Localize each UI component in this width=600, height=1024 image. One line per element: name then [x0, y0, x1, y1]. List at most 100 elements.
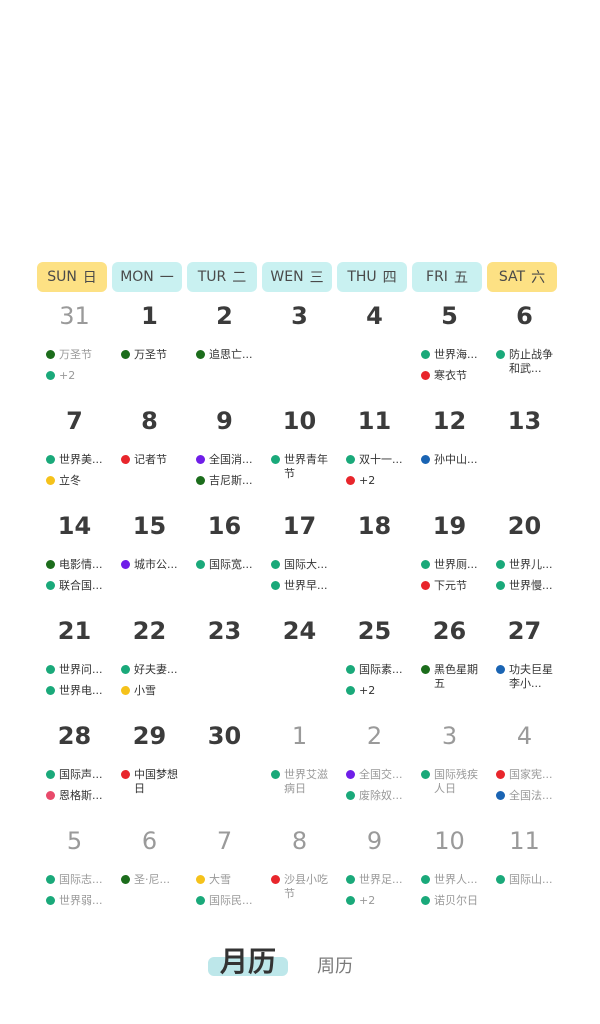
event-item[interactable]: 城市公...	[121, 558, 187, 572]
event-dot-icon	[196, 560, 205, 569]
event-item[interactable]: 立冬	[46, 474, 112, 488]
event-item[interactable]: 记者节	[121, 453, 187, 467]
event-item[interactable]: 国际大...	[271, 558, 337, 572]
event-item[interactable]: 大雪	[196, 873, 262, 887]
day-cell[interactable]: 31 万圣节 +2	[37, 298, 112, 403]
event-item[interactable]: 世界厕...	[421, 558, 487, 572]
event-item[interactable]: 双十一...	[346, 453, 412, 467]
day-cell[interactable]: 30	[187, 718, 262, 823]
event-item[interactable]: 恩格斯...	[46, 789, 112, 803]
tab-week[interactable]: 周历	[317, 956, 353, 977]
day-cell[interactable]: 4 国家宪... 全国法...	[487, 718, 562, 823]
day-cell[interactable]: 19 世界厕... 下元节	[412, 508, 487, 613]
event-item[interactable]: 国际声...	[46, 768, 112, 782]
day-cell[interactable]: 9 世界足... +2	[337, 823, 412, 928]
event-item[interactable]: 下元节	[421, 579, 487, 593]
event-item[interactable]: 全国法...	[496, 789, 562, 803]
day-cell[interactable]: 26 黑色星期五	[412, 613, 487, 718]
event-item[interactable]: +2	[346, 474, 412, 488]
day-cell[interactable]: 11 国际山...	[487, 823, 562, 928]
event-item[interactable]: 好夫妻...	[121, 663, 187, 677]
day-cell[interactable]: 15 城市公...	[112, 508, 187, 613]
day-cell[interactable]: 5 国际志... 世界弱...	[37, 823, 112, 928]
event-item[interactable]: +2	[346, 684, 412, 698]
day-cell[interactable]: 6 防止战争和武...	[487, 298, 562, 403]
day-cell[interactable]: 13	[487, 403, 562, 508]
event-item[interactable]: 中国梦想日	[121, 768, 187, 796]
event-item[interactable]: 全国交...	[346, 768, 412, 782]
day-cell[interactable]: 17 国际大... 世界早...	[262, 508, 337, 613]
day-cell[interactable]: 5 世界海... 寒衣节	[412, 298, 487, 403]
event-item[interactable]: 电影情...	[46, 558, 112, 572]
event-item[interactable]: 国际志...	[46, 873, 112, 887]
event-item[interactable]: 国家宪...	[496, 768, 562, 782]
day-cell[interactable]: 28 国际声... 恩格斯...	[37, 718, 112, 823]
event-item[interactable]: 孙中山...	[421, 453, 487, 467]
event-item[interactable]: 世界慢...	[496, 579, 562, 593]
day-cell[interactable]: 10 世界人... 诺贝尔日	[412, 823, 487, 928]
event-item[interactable]: 国际宽...	[196, 558, 262, 572]
day-cell[interactable]: 7 世界美... 立冬	[37, 403, 112, 508]
event-item[interactable]: 万圣节	[46, 348, 112, 362]
event-item[interactable]: 世界电...	[46, 684, 112, 698]
event-item[interactable]: 世界美...	[46, 453, 112, 467]
event-item[interactable]: 世界青年节	[271, 453, 337, 481]
day-cell[interactable]: 21 世界问... 世界电...	[37, 613, 112, 718]
event-item[interactable]: 诺贝尔日	[421, 894, 487, 908]
day-cell[interactable]: 14 电影情... 联合国...	[37, 508, 112, 613]
day-cell[interactable]: 22 好夫妻... 小雪	[112, 613, 187, 718]
event-dot-icon	[46, 560, 55, 569]
day-cell[interactable]: 9 全国消... 吉尼斯...	[187, 403, 262, 508]
event-item[interactable]: 吉尼斯...	[196, 474, 262, 488]
event-item[interactable]: 世界问...	[46, 663, 112, 677]
event-item[interactable]: 追思亡...	[196, 348, 262, 362]
event-item[interactable]: 世界海...	[421, 348, 487, 362]
event-item[interactable]: 联合国...	[46, 579, 112, 593]
event-item[interactable]: 全国消...	[196, 453, 262, 467]
day-cell[interactable]: 2 追思亡...	[187, 298, 262, 403]
day-cell[interactable]: 8 记者节	[112, 403, 187, 508]
event-item[interactable]: 寒衣节	[421, 369, 487, 383]
event-item[interactable]: 世界弱...	[46, 894, 112, 908]
day-cell[interactable]: 4	[337, 298, 412, 403]
day-cell[interactable]: 27 功夫巨星李小...	[487, 613, 562, 718]
day-cell[interactable]: 12 孙中山...	[412, 403, 487, 508]
event-item[interactable]: 世界早...	[271, 579, 337, 593]
day-cell[interactable]: 18	[337, 508, 412, 613]
day-cell[interactable]: 1 世界艾滋病日	[262, 718, 337, 823]
event-item[interactable]: 小雪	[121, 684, 187, 698]
day-cell[interactable]: 10 世界青年节	[262, 403, 337, 508]
event-item[interactable]: 功夫巨星李小...	[496, 663, 562, 691]
day-cell[interactable]: 1 万圣节	[112, 298, 187, 403]
event-item[interactable]: 世界艾滋病日	[271, 768, 337, 796]
day-cell[interactable]: 3 国际残疾人日	[412, 718, 487, 823]
event-item[interactable]: 沙县小吃节	[271, 873, 337, 901]
day-cell[interactable]: 11 双十一... +2	[337, 403, 412, 508]
event-item[interactable]: 国际民...	[196, 894, 262, 908]
event-item[interactable]: +2	[46, 369, 112, 383]
day-cell[interactable]: 6 圣·尼...	[112, 823, 187, 928]
day-cell[interactable]: 7 大雪 国际民...	[187, 823, 262, 928]
event-item[interactable]: 世界儿...	[496, 558, 562, 572]
day-cell[interactable]: 24	[262, 613, 337, 718]
day-cell[interactable]: 16 国际宽...	[187, 508, 262, 613]
event-item[interactable]: 国际素...	[346, 663, 412, 677]
event-item[interactable]: 圣·尼...	[121, 873, 187, 887]
day-cell[interactable]: 3	[262, 298, 337, 403]
event-item[interactable]: 万圣节	[121, 348, 187, 362]
event-item[interactable]: 国际山...	[496, 873, 562, 887]
day-cell[interactable]: 2 全国交... 废除奴...	[337, 718, 412, 823]
event-item[interactable]: +2	[346, 894, 412, 908]
day-cell[interactable]: 25 国际素... +2	[337, 613, 412, 718]
event-item[interactable]: 黑色星期五	[421, 663, 487, 691]
day-cell[interactable]: 29 中国梦想日	[112, 718, 187, 823]
day-cell[interactable]: 20 世界儿... 世界慢...	[487, 508, 562, 613]
event-item[interactable]: 国际残疾人日	[421, 768, 487, 796]
day-cell[interactable]: 23	[187, 613, 262, 718]
event-item[interactable]: 废除奴...	[346, 789, 412, 803]
event-item[interactable]: 防止战争和武...	[496, 348, 562, 376]
day-cell[interactable]: 8 沙县小吃节	[262, 823, 337, 928]
tab-month[interactable]: 月历	[208, 940, 288, 978]
event-item[interactable]: 世界足...	[346, 873, 412, 887]
event-item[interactable]: 世界人...	[421, 873, 487, 887]
